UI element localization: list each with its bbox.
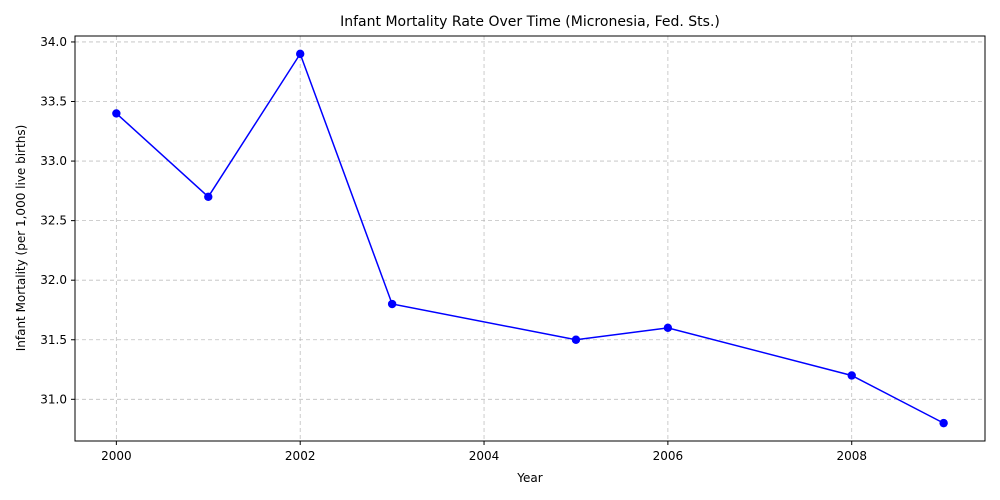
data-point [847, 371, 856, 380]
y-tick-label: 32.0 [40, 273, 67, 287]
data-point [387, 299, 397, 309]
data-point [204, 192, 213, 202]
x-axis-label: Year [516, 471, 542, 485]
plot-area-frame [74, 35, 986, 442]
grid-lines [75, 36, 985, 441]
data-point [112, 109, 121, 118]
data-point [571, 335, 581, 344]
series-line [115, 52, 944, 424]
data-point [939, 418, 948, 428]
y-tick-label: 34.0 [40, 35, 67, 49]
axis-ticks: 2000 2002 2004 2006 2008 31.0 31.5 32.0 32.5 33.0… [40, 35, 867, 463]
x-tick-label: 2002 [285, 449, 316, 463]
series-layer [112, 49, 948, 428]
data-point [296, 49, 305, 59]
chart-title: Infant Mortality Rate Over Time (Microne… [340, 14, 720, 30]
y-tick-label: 33.5 [40, 95, 67, 109]
y-tick-label: 31.0 [40, 392, 67, 406]
x-tick-label: 2008 [836, 449, 867, 463]
y-tick-label: 33.0 [40, 154, 67, 168]
x-tick-label: 2006 [653, 449, 684, 463]
y-tick-label: 31.5 [40, 333, 67, 347]
x-tick-label: 2004 [469, 449, 500, 463]
x-tick-label: 2000 [101, 449, 132, 463]
data-point [663, 323, 673, 333]
y-tick-label: 32.5 [40, 214, 67, 228]
y-axis-label: Infant Mortality (per 1,000 live births) [14, 125, 28, 352]
